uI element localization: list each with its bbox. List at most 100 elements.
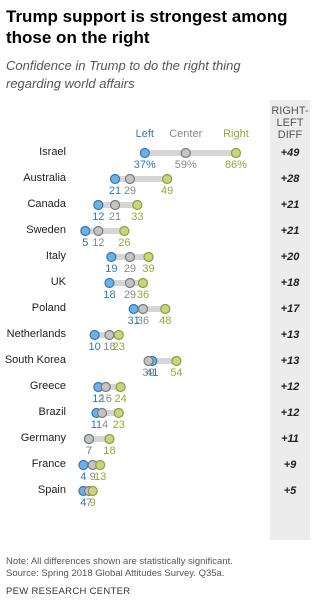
chart-subtitle: Confidence in Trump to do the right thin… [6, 58, 241, 91]
dot [93, 199, 104, 211]
dot [115, 381, 126, 393]
diff-value: +13 [281, 329, 300, 341]
diff-value: +17 [281, 303, 301, 315]
diff-value: +5 [284, 485, 297, 497]
dot [160, 303, 171, 315]
dot [132, 199, 143, 211]
value-label: 21 [109, 185, 121, 197]
value-label: 21 [109, 211, 121, 223]
value-label: 9 [90, 497, 96, 509]
value-label: 7 [86, 445, 92, 457]
value-label: 39 [142, 367, 154, 379]
diff-value: +49 [281, 147, 301, 159]
category-label: Brazil [38, 406, 66, 418]
diff-value: +12 [281, 407, 300, 419]
category-label: UK [51, 276, 67, 288]
category-label: Sweden [26, 224, 66, 236]
value-label: 18 [103, 341, 115, 353]
category-label: Australia [23, 172, 67, 184]
value-label: 49 [161, 185, 173, 197]
dot [124, 251, 136, 263]
value-label: 36 [137, 289, 149, 301]
value-label: 24 [115, 393, 127, 405]
notes: Note: All differences shown are statisti… [6, 556, 233, 580]
dot [104, 277, 115, 289]
value-label: 54 [170, 367, 182, 379]
value-label: 33 [131, 211, 143, 223]
value-label: 41 [146, 367, 158, 379]
diff-header: LEFT [277, 117, 304, 129]
value-label: 18 [103, 445, 115, 457]
dot [106, 251, 117, 263]
category-label: France [32, 458, 66, 470]
value-label: 23 [113, 341, 125, 353]
diff-value: +20 [281, 251, 301, 263]
diff-value: +12 [281, 381, 300, 393]
value-label: 26 [118, 237, 130, 249]
value-label: 12 [92, 237, 104, 249]
value-label: 29 [124, 289, 136, 301]
value-label: 11 [91, 419, 102, 431]
value-label: 39 [142, 263, 154, 275]
category-label: Germany [21, 432, 67, 444]
source: PEW RESEARCH CENTER [6, 586, 131, 597]
dot [80, 225, 91, 237]
value-label: 31 [128, 315, 140, 327]
dot [143, 355, 154, 367]
category-label: South Korea [5, 354, 67, 366]
dot [95, 459, 106, 471]
diff-header: DIFF [278, 129, 303, 141]
diff-value: +21 [281, 199, 300, 211]
value-label: 19 [105, 263, 117, 275]
diff-value: +11 [281, 433, 299, 445]
diff-value: +18 [281, 277, 301, 289]
value-label: 7 [86, 445, 92, 457]
dot [109, 173, 121, 185]
dot [78, 459, 89, 471]
value-label: 23 [113, 419, 125, 431]
dot [109, 199, 121, 211]
category-label: Italy [46, 250, 67, 262]
value-label: 12 [92, 393, 104, 405]
dot [89, 329, 100, 341]
value-label: 12 [92, 211, 104, 223]
diff-value: +21 [281, 225, 300, 237]
page: Trump support is strongest among those o… [4, 7, 310, 597]
value-label: 13 [94, 471, 106, 483]
value-label: 4 [80, 497, 86, 509]
dot [104, 329, 115, 341]
legend-label: Left [136, 128, 154, 140]
diff-header: RIGHT- [271, 105, 309, 117]
value-label: 59% [175, 159, 197, 171]
dot [180, 147, 191, 159]
dot [104, 433, 115, 445]
dot [96, 407, 108, 419]
dot [113, 407, 124, 419]
dot [137, 277, 149, 289]
legend-label: Right [223, 128, 249, 140]
dot [87, 485, 98, 497]
value-label: 4 [80, 471, 86, 483]
dot [128, 303, 139, 315]
category-label: Israel [39, 146, 66, 158]
note: Source: Spring 2018 Global Attitudes Sur… [6, 568, 225, 579]
dot [137, 303, 149, 315]
dot [143, 251, 154, 263]
value-label: 29 [124, 185, 136, 197]
dot [139, 147, 150, 159]
value-label: 5 [82, 237, 88, 249]
category-label: Netherlands [7, 328, 67, 340]
value-label: 9 [90, 471, 96, 483]
diff-value: +13 [281, 355, 300, 367]
value-label: 18 [103, 289, 115, 301]
diff-column [270, 100, 310, 540]
value-label: 16 [100, 393, 112, 405]
value-label: 36 [137, 315, 149, 327]
dot [100, 381, 111, 393]
diff-value: +28 [281, 173, 301, 185]
dot [113, 329, 124, 341]
category-label: Poland [32, 302, 66, 314]
category-label: Greece [30, 380, 66, 392]
chart-title: Trump support is strongest among those o… [6, 7, 288, 47]
